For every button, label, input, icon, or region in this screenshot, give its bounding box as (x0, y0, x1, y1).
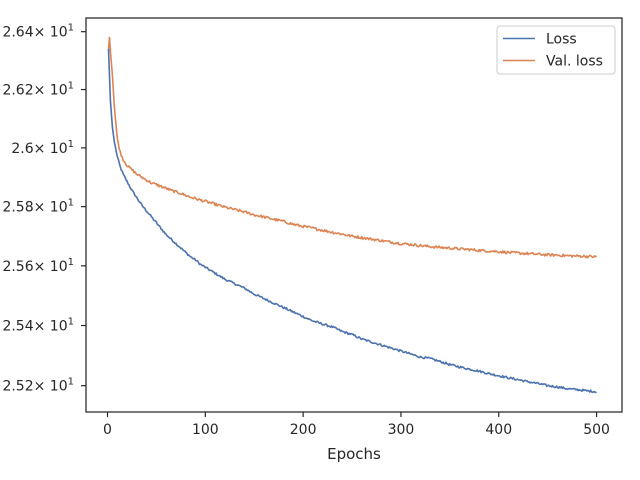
plot-frame (85, 17, 623, 413)
y-tick-label: 2.6× 101 (11, 139, 74, 157)
y-tick-label: 2.62× 101 (2, 81, 74, 99)
y-tick-label: 2.54× 101 (2, 317, 74, 335)
y-tick-label: 2.56× 101 (2, 257, 74, 275)
x-tick-label: 100 (192, 422, 219, 438)
x-tick-label: 0 (103, 422, 112, 438)
series-line-val-loss (107, 36, 597, 259)
y-tick-label: 2.58× 101 (2, 198, 74, 216)
x-tick-label: 300 (388, 422, 415, 438)
legend-label-val-loss: Val. loss (546, 54, 603, 70)
x-tick-label: 500 (583, 422, 610, 438)
x-tick-label: 200 (290, 422, 317, 438)
x-axis-label: Epochs (327, 445, 381, 463)
x-tick-label: 400 (485, 422, 512, 438)
series-layer (107, 36, 597, 394)
legend: Loss Val. loss (496, 25, 616, 75)
series-line-loss (107, 48, 597, 394)
legend-label-loss: Loss (546, 32, 577, 48)
y-tick-label: 2.52× 101 (2, 377, 74, 395)
y-tick-label: 2.64× 101 (2, 23, 74, 41)
x-axis: 0 100 200 300 400 500 (103, 412, 610, 438)
y-axis: 2.52× 101 2.54× 101 2.56× 101 2.58× 101 2.6×… (2, 23, 86, 395)
